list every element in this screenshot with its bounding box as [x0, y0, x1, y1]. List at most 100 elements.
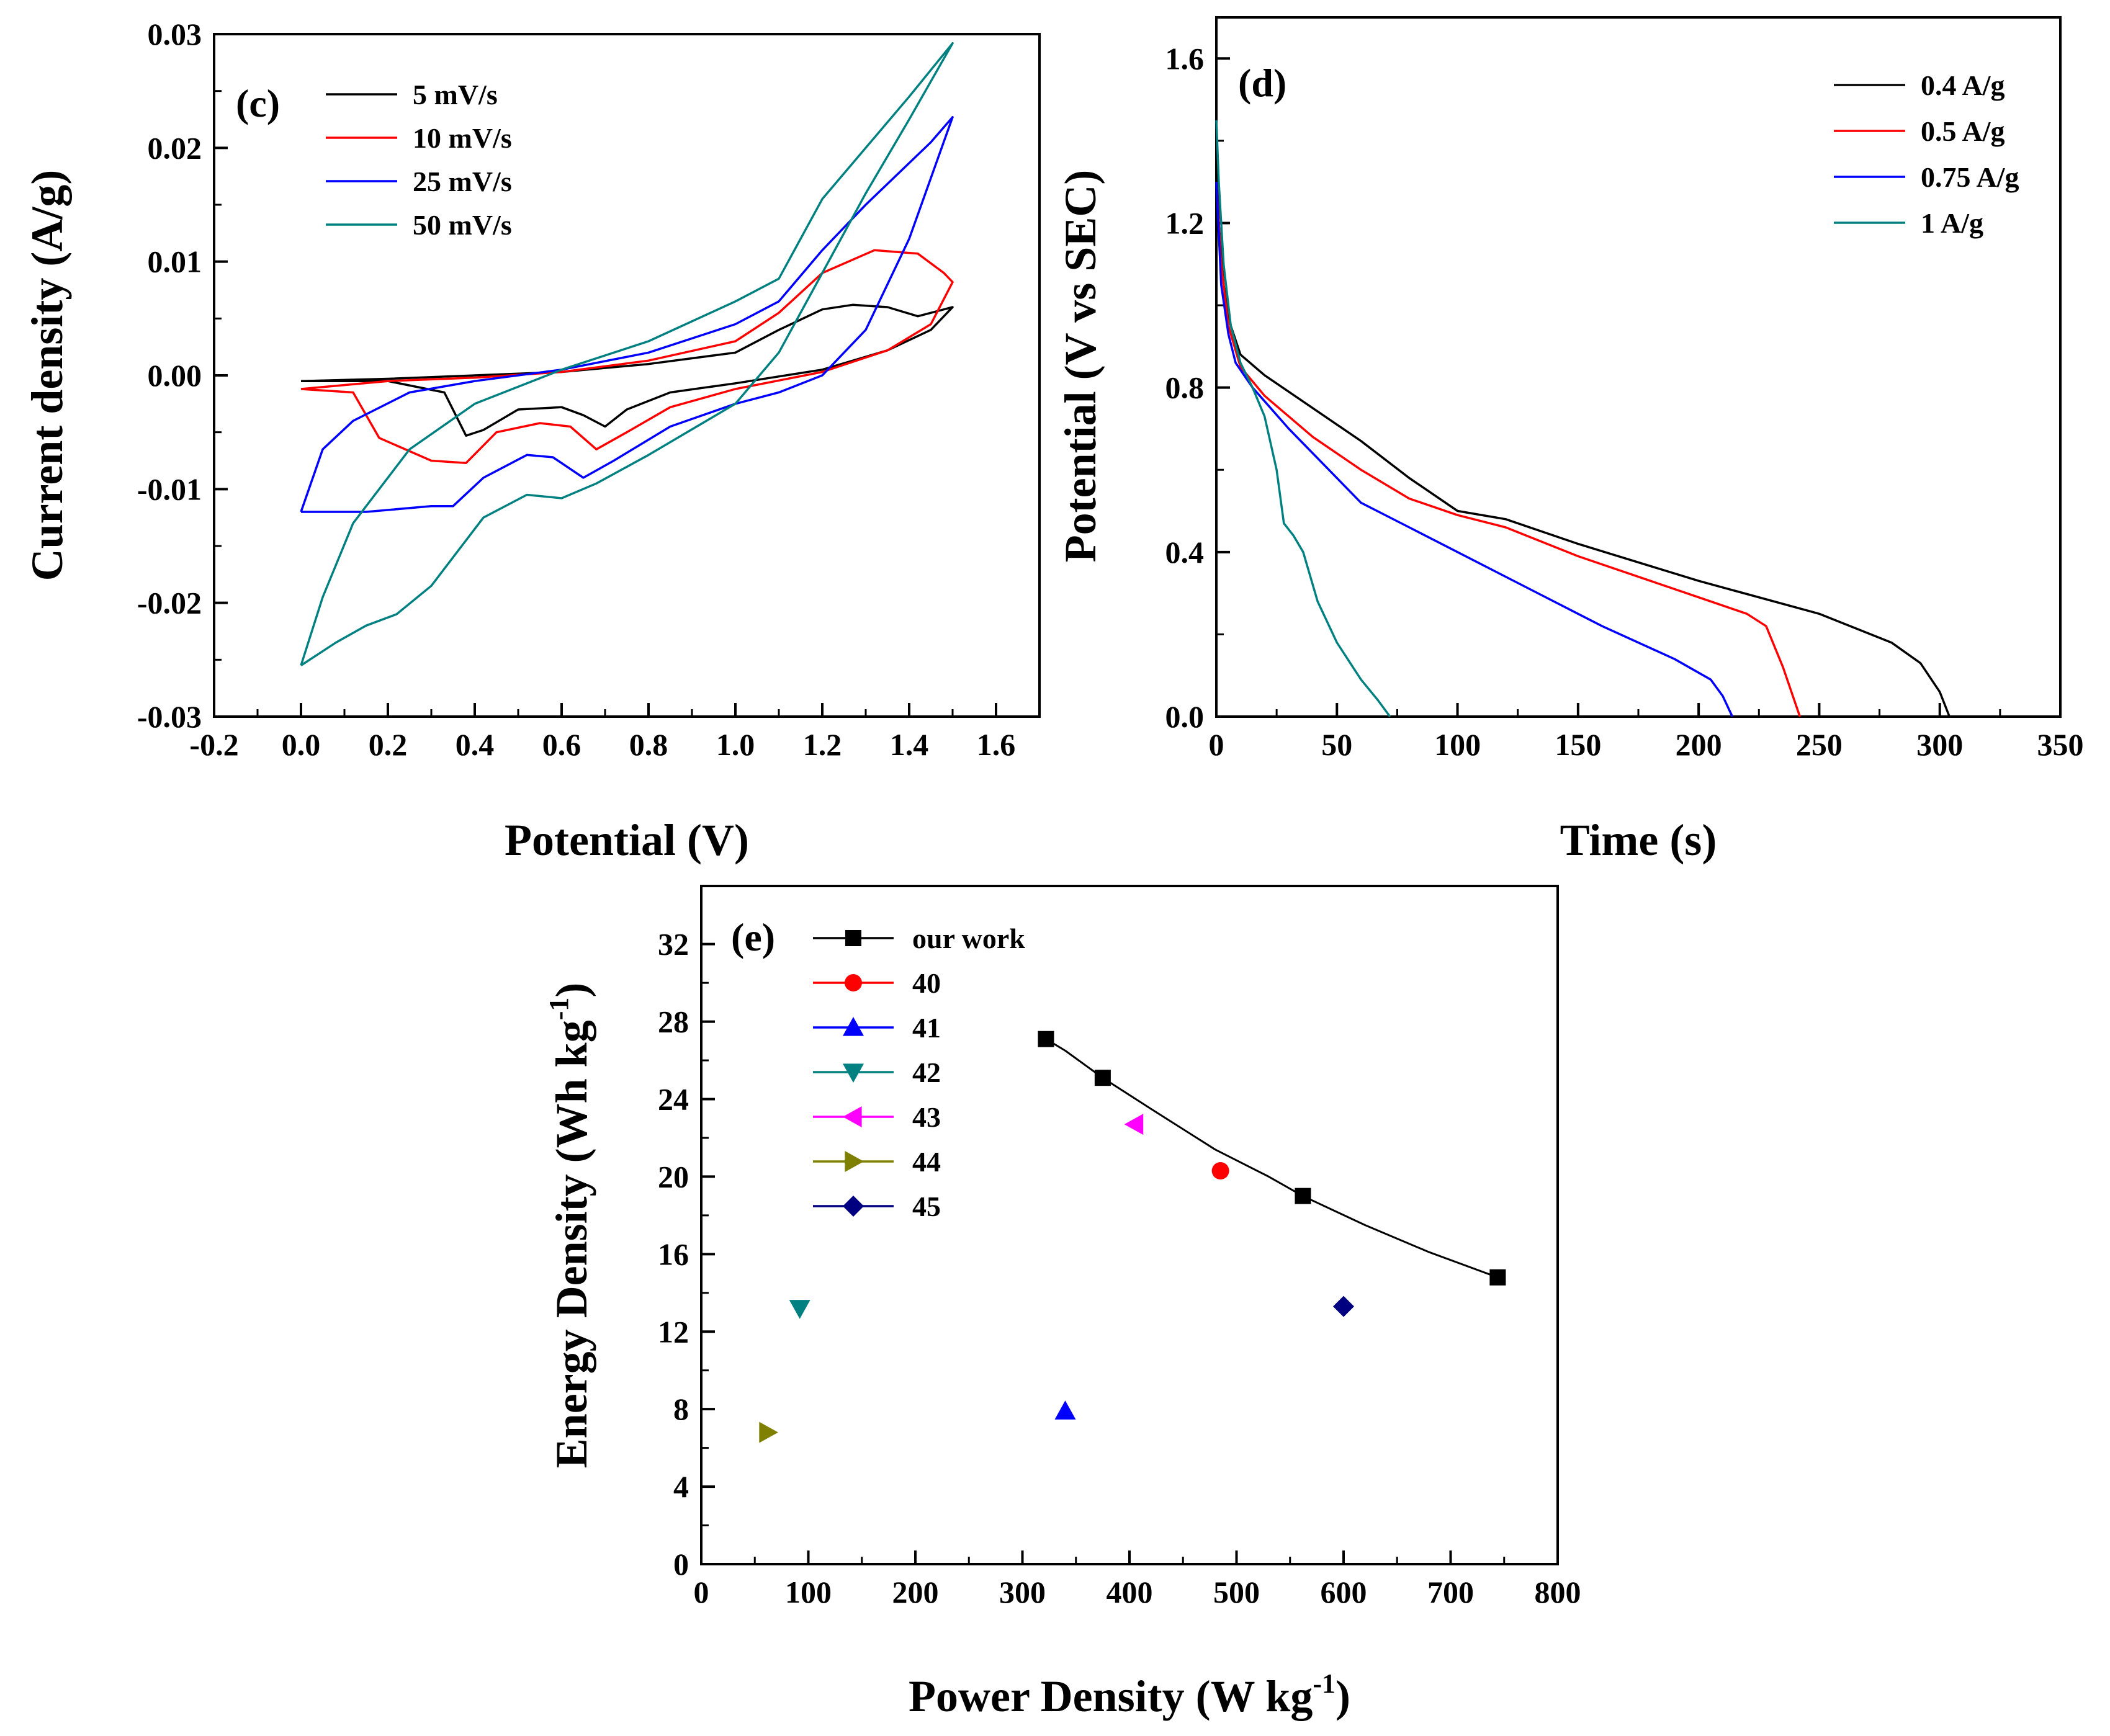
panel-d-legend-label: 0.4 A/g — [1921, 69, 2004, 101]
panel-e-legend-marker — [845, 930, 861, 946]
panel-c-legend-label: 5 mV/s — [413, 79, 498, 110]
panel-e-legend-marker — [843, 1017, 864, 1036]
panel-d-series-line-0 — [1215, 120, 1951, 717]
panel-e-x-label-sup: -1 — [1313, 1668, 1336, 1699]
panel-e-series-line-0 — [1045, 1038, 1498, 1279]
panel-c-y-tick-label: 0.01 — [148, 244, 202, 279]
panel-e-legend-marker — [843, 1106, 862, 1127]
panel-e-data-point — [789, 1300, 810, 1319]
panel-e-y-axis-label: Energy Density (Wh kg-1) — [544, 983, 596, 1469]
panel-c-x-tick-label: 1.0 — [716, 727, 755, 762]
panel-d-legend-label: 1 A/g — [1921, 207, 1983, 239]
panel-d-x-axis-label: Time (s) — [1560, 815, 1717, 865]
panel-e-legend-label: 41 — [912, 1012, 941, 1044]
panel-c-y-axis-label: Current density (A/g) — [22, 170, 72, 581]
panel-e-series — [759, 1031, 1506, 1443]
panel-e-x-tick-label: 500 — [1213, 1575, 1260, 1609]
panel-e-y-tick-label: 4 — [673, 1469, 689, 1504]
panel-e-y-tick-label: 24 — [658, 1082, 689, 1117]
panel-e-legend-marker — [845, 974, 862, 991]
panel-e-x-label-main: Power Density (W kg — [909, 1671, 1313, 1721]
panel-e-legend-label: our work — [912, 923, 1025, 954]
panel-e-legend-label: 43 — [912, 1101, 941, 1133]
panel-e-legend-marker — [845, 1151, 864, 1172]
panel-c-series-line-2 — [300, 116, 954, 513]
panel-e-y-label-sup: -1 — [544, 998, 574, 1021]
panel-e-x-tick-label: 800 — [1535, 1575, 1581, 1609]
panel-c-x-tick-label: 0.8 — [629, 727, 668, 762]
panel-d-y-tick-label: 0.4 — [1165, 535, 1205, 570]
panel-e-x-tick-label: 700 — [1427, 1575, 1474, 1609]
panel-c-x-axis-label: Potential (V) — [505, 815, 749, 865]
panel-e-x-tick-label: 200 — [892, 1575, 939, 1609]
panel-d-x-tick-label: 0 — [1209, 727, 1224, 762]
panel-d-series-line-3 — [1215, 120, 1391, 718]
panel-c-legend: 5 mV/s 10 mV/s 25 mV/s 50 mV/s — [326, 79, 512, 241]
panel-d-y-tick-label: 0.8 — [1165, 370, 1205, 405]
panel-c-x-tick-label: -0.2 — [189, 727, 238, 762]
panel-c-x-tick-label: 1.4 — [890, 727, 929, 762]
panel-d-x-tick-label: 350 — [2037, 727, 2084, 762]
panel-e-y-tick-label: 16 — [658, 1237, 689, 1271]
panel-e-data-point — [1333, 1295, 1354, 1317]
panel-d-x-tick-label: 250 — [1796, 727, 1843, 762]
panel-c-x-tick-label: 0.4 — [456, 727, 495, 762]
panel-e-x-ticks: 0 100 200 300 400 500 600 700 800 — [694, 1550, 1581, 1609]
panel-d-legend: 0.4 A/g 0.5 A/g 0.75 A/g 1 A/g — [1834, 69, 2019, 239]
panel-c-y-tick-label: -0.02 — [137, 586, 202, 620]
panel-e-legend-marker — [843, 1063, 864, 1083]
panel-e-ragone-plot: 0 100 200 300 400 500 600 700 800 0 4 8 12 16 20 24 28 3… — [544, 885, 1581, 1721]
panel-c-series-line-3 — [300, 42, 954, 666]
panel-d-y-tick-label: 1.2 — [1165, 205, 1205, 240]
panel-c-y-tick-label: -0.01 — [137, 472, 202, 506]
panel-e-x-tick-label: 100 — [785, 1575, 832, 1609]
panel-e-y-label-main: Energy Density (Wh kg — [547, 1020, 596, 1468]
panel-c-x-tick-label: 0.6 — [542, 727, 581, 762]
panel-e-data-point — [1295, 1188, 1311, 1204]
panel-c-x-tick-label: 1.6 — [977, 727, 1016, 762]
panel-d-series — [1215, 120, 1951, 718]
panel-d-y-tick-label: 1.6 — [1165, 41, 1205, 76]
panel-d-x-tick-label: 150 — [1555, 727, 1601, 762]
panel-c-x-tick-label: 1.2 — [803, 727, 842, 762]
panel-e-y-tick-label: 8 — [673, 1392, 689, 1426]
panel-c-x-tick-label: 0.2 — [369, 727, 408, 762]
panel-e-y-tick-label: 28 — [658, 1004, 689, 1039]
panel-c-x-ticks: -0.2 0.0 0.2 0.4 0.6 0.8 1.0 1.2 1.4 1.6 — [189, 703, 1015, 762]
panel-e-legend-marker — [843, 1196, 864, 1217]
panel-d-x-ticks: 0 50 100 150 200 250 300 350 — [1209, 703, 2084, 762]
panel-c-y-tick-label: -0.03 — [137, 699, 202, 734]
panel-e-x-label-end: ) — [1336, 1671, 1350, 1721]
panel-c-cv-curves: -0.2 0.0 0.2 0.4 0.6 0.8 1.0 1.2 1.4 1.6 -0.03-0.… — [22, 17, 1041, 865]
panel-e-data-point — [1211, 1162, 1229, 1180]
panel-e-label: (e) — [731, 915, 775, 959]
panel-d-series-line-1 — [1215, 182, 1801, 717]
panel-c-x-tick-label: 0.0 — [282, 727, 321, 762]
panel-e-y-ticks: 0 4 8 12 16 20 24 28 32 — [658, 927, 715, 1582]
panel-e-x-tick-label: 0 — [694, 1575, 709, 1609]
panel-c-y-tick-label: 0.00 — [148, 358, 202, 393]
panel-e-legend-label: 42 — [912, 1057, 941, 1088]
panel-c-series — [300, 42, 954, 666]
panel-c-y-tick-label: 0.03 — [148, 17, 202, 51]
panel-e-legend-label: 40 — [912, 967, 941, 999]
panel-c-series-line-0 — [300, 303, 954, 437]
panel-d-x-tick-label: 50 — [1321, 727, 1352, 762]
panel-e-frame — [700, 885, 1559, 1565]
panel-d-x-tick-label: 300 — [1916, 727, 1963, 762]
panel-e-x-tick-label: 300 — [999, 1575, 1046, 1609]
panel-c-label: (c) — [236, 81, 280, 125]
panel-d-label: (d) — [1238, 61, 1286, 105]
panel-c-series-line-1 — [300, 249, 954, 464]
panel-e-legend-label: 44 — [912, 1146, 941, 1178]
panel-e-data-point — [1094, 1070, 1111, 1086]
panel-d-legend-label: 0.75 A/g — [1921, 161, 2019, 193]
panel-d-x-tick-label: 100 — [1434, 727, 1481, 762]
panel-e-x-tick-label: 400 — [1107, 1575, 1153, 1609]
panel-e-x-tick-label: 600 — [1321, 1575, 1367, 1609]
panel-e-data-point — [1054, 1400, 1076, 1420]
panel-d-y-ticks: 0.0 0.4 0.8 1.2 1.6 — [1165, 41, 1230, 734]
panel-d-x-tick-label: 200 — [1676, 727, 1722, 762]
panel-e-legend-label: 45 — [912, 1191, 941, 1222]
